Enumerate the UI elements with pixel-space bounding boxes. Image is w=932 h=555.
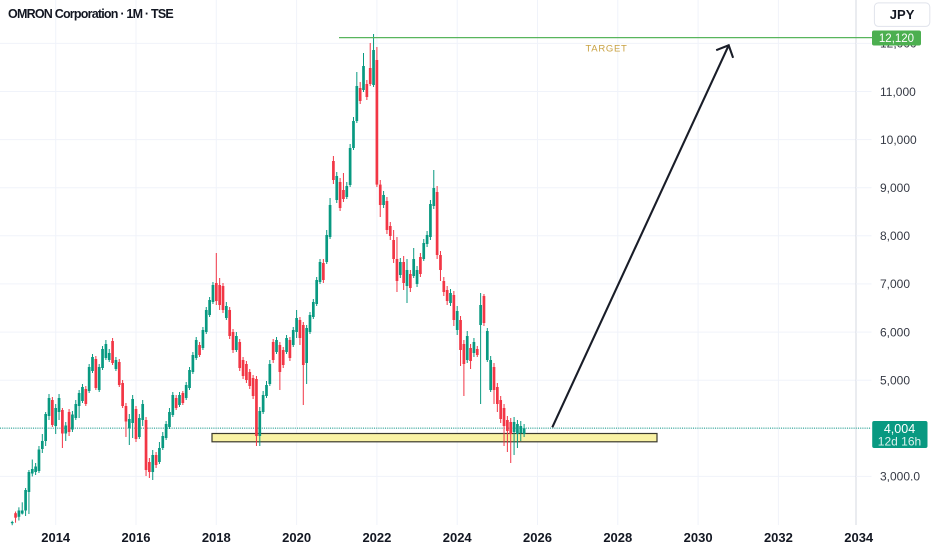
svg-text:2032: 2032 bbox=[764, 530, 793, 545]
svg-text:2014: 2014 bbox=[41, 530, 71, 545]
svg-text:OMRON Corporation · 1M · TSE: OMRON Corporation · 1M · TSE bbox=[8, 7, 173, 21]
svg-text:12,120: 12,120 bbox=[879, 33, 914, 45]
svg-text:2022: 2022 bbox=[362, 530, 391, 545]
svg-text:4,004: 4,004 bbox=[884, 422, 915, 436]
svg-text:10,000: 10,000 bbox=[880, 133, 917, 147]
svg-text:TARGET: TARGET bbox=[586, 44, 628, 55]
svg-text:3,000.0: 3,000.0 bbox=[880, 470, 920, 484]
svg-text:2030: 2030 bbox=[684, 530, 713, 545]
svg-text:2020: 2020 bbox=[282, 530, 311, 545]
svg-text:7,000: 7,000 bbox=[880, 277, 910, 291]
svg-text:8,000: 8,000 bbox=[880, 229, 910, 243]
svg-text:12d 16h: 12d 16h bbox=[878, 434, 921, 448]
svg-text:JPY: JPY bbox=[890, 7, 915, 22]
svg-text:2034: 2034 bbox=[844, 530, 874, 545]
svg-text:2018: 2018 bbox=[202, 530, 231, 545]
svg-text:5,000: 5,000 bbox=[880, 374, 910, 388]
svg-text:2024: 2024 bbox=[443, 530, 473, 545]
svg-text:2016: 2016 bbox=[122, 530, 151, 545]
svg-text:11,000: 11,000 bbox=[880, 85, 916, 99]
svg-text:2026: 2026 bbox=[523, 530, 552, 545]
svg-text:6,000: 6,000 bbox=[880, 325, 910, 339]
svg-text:9,000: 9,000 bbox=[880, 181, 910, 195]
svg-text:2028: 2028 bbox=[603, 530, 632, 545]
